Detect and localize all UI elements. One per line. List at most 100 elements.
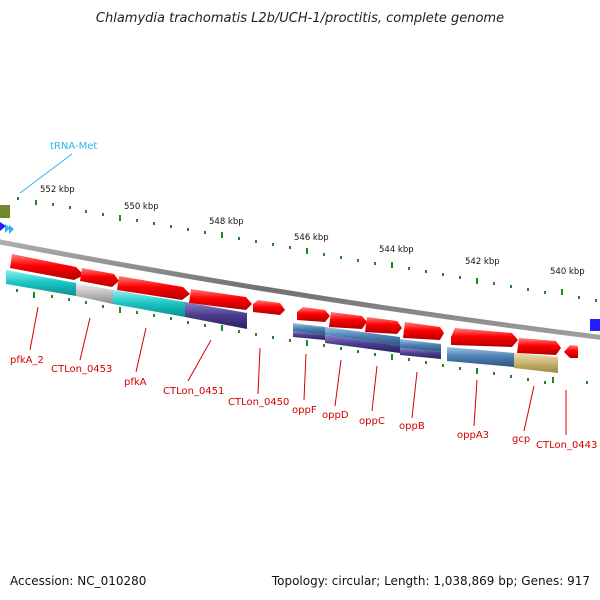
olive-feature [0,205,10,218]
tick-mark [493,372,495,375]
tick-mark [85,301,87,304]
tick-mark [51,295,53,298]
accession-text: Accession: NC_010280 [10,574,147,588]
tick-mark [69,206,71,209]
trna-feature [5,224,10,233]
tick-mark [425,361,427,364]
tick-mark [85,210,87,213]
cog-band [325,335,400,353]
tick-mark [527,288,529,291]
cds-arrow [253,300,285,315]
blue-feature [0,222,6,231]
cog-band [6,270,76,296]
tick-mark [17,197,19,200]
gene-label: gcp [512,434,530,445]
tick-mark [119,215,121,221]
cog-band [447,347,514,367]
cog-band [76,283,113,304]
cog-band [185,302,247,329]
inner-ticks [16,289,588,384]
tick-mark [357,350,359,353]
genome-summary: Topology: circular; Length: 1,038,869 bp… [271,574,590,588]
tick-mark [221,232,223,238]
tick-mark [33,292,35,298]
tick-mark [272,336,274,339]
cog-band [400,348,441,359]
tick-mark [255,333,257,336]
leader-line [79,317,91,361]
leader-line [135,327,147,373]
tick-mark [510,285,512,288]
tick-mark [170,225,172,228]
gene-label: CTLon_0443 [536,440,597,451]
tick-mark [340,347,342,350]
tick-mark [306,340,308,346]
map-title: Chlamydia trachomatis L2b/UCH-1/proctiti… [96,11,504,26]
scale-label: 540 kbp [550,267,585,277]
tick-mark [153,314,155,317]
leader-line [303,353,307,401]
tick-mark [323,253,325,256]
tick-mark [35,200,37,205]
tick-mark [442,364,444,367]
tick-mark [204,324,206,327]
tick-mark [552,377,554,383]
gene-label: CTLon_0453 [51,364,112,375]
tick-mark [68,298,70,301]
cog-track [6,270,558,373]
leader-line [523,385,535,432]
trna-label: tRNA-Met [50,141,97,152]
leader-line [411,371,418,419]
scale-ticks [17,197,597,302]
gene-label: oppF [292,405,317,416]
cds-arrow [403,322,444,340]
gene-label: oppD [322,410,349,421]
tick-mark [204,231,206,234]
cds-arrow [297,307,330,322]
cog-band [325,327,400,346]
tick-mark [289,246,291,249]
tick-mark [391,354,393,360]
tick-mark [238,237,240,240]
genome-backbone [0,239,600,340]
trna-feature [9,225,14,234]
cds-arrow [365,317,402,334]
tick-mark [289,339,291,342]
tick-mark [578,296,580,299]
cds-arrow [329,312,367,329]
gene-label: oppA3 [457,430,489,441]
tick-mark [52,203,54,206]
tick-mark [102,213,104,216]
leader-line [473,379,478,427]
tick-mark [459,367,461,370]
tick-mark [595,299,597,302]
tick-mark [170,317,172,320]
tick-mark [340,256,342,259]
label-leaders [29,306,567,435]
tick-mark [238,330,240,333]
tick-mark [586,381,588,384]
tick-mark [119,307,121,313]
gene-label: pfkA_2 [10,355,44,366]
cds-track [10,254,578,358]
tick-mark [425,270,427,273]
tick-mark [459,276,461,279]
tick-mark [136,311,138,314]
cog-band [293,331,325,340]
tick-mark [493,282,495,285]
leader-line [334,359,342,407]
tick-mark [323,344,325,347]
cog-band [400,339,441,352]
tick-mark [221,325,223,331]
leader-line [187,339,212,382]
cds-arrow [451,328,518,347]
tick-mark [391,262,393,268]
blue-feature [590,319,600,331]
tick-mark [476,278,478,284]
leader-line [29,306,39,351]
tick-mark [442,273,444,276]
cds-arrow [564,345,578,358]
cds-arrow [80,268,119,287]
tick-mark [357,259,359,262]
tick-mark [272,243,274,246]
